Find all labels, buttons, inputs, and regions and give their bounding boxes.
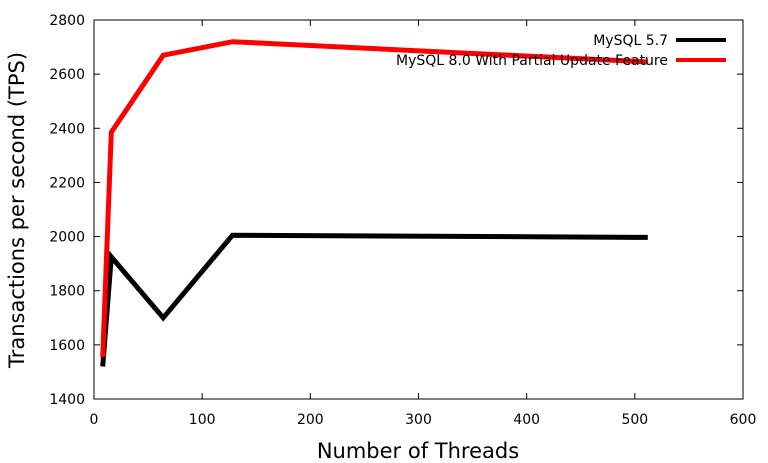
- series-line-mysql-5-7: [100, 232, 648, 367]
- x-tick-label: 400: [513, 412, 540, 428]
- y-tick-label: 2600: [49, 67, 85, 83]
- x-tick-label: 300: [405, 412, 432, 428]
- x-tick-label: 100: [189, 412, 216, 428]
- series-line-mysql-8-0: [100, 39, 648, 358]
- legend-label-mysql-8-0: MySQL 8.0 With Partial Update Feature: [396, 53, 668, 69]
- y-axis-title: Transactions per second (TPS): [5, 52, 29, 369]
- legend: MySQL 5.7 MySQL 8.0 With Partial Update …: [396, 33, 726, 69]
- plot-frame: [93, 19, 744, 400]
- y-tick-label: 1800: [49, 284, 85, 300]
- y-tick-label: 2400: [49, 121, 85, 137]
- x-tick-label: 200: [297, 412, 324, 428]
- y-tick-label: 2200: [49, 175, 85, 191]
- y-tick-label: 2000: [49, 230, 85, 246]
- y-tick-label: 1600: [49, 338, 85, 354]
- y-tick-label: 2800: [49, 13, 85, 29]
- axis-ticks: [93, 19, 744, 400]
- legend-label-mysql-5-7: MySQL 5.7: [593, 33, 668, 49]
- x-tick-label: 600: [730, 412, 757, 428]
- x-tick-label: 500: [621, 412, 648, 428]
- series-lines: [100, 39, 648, 367]
- axis-tick-labels: 0 100 200 300 400 500 600 1400 1600 1800 2000 2200 2…: [49, 13, 756, 428]
- y-tick-label: 1400: [49, 392, 85, 408]
- x-tick-label: 0: [90, 412, 99, 428]
- x-axis-title: Number of Threads: [317, 439, 519, 463]
